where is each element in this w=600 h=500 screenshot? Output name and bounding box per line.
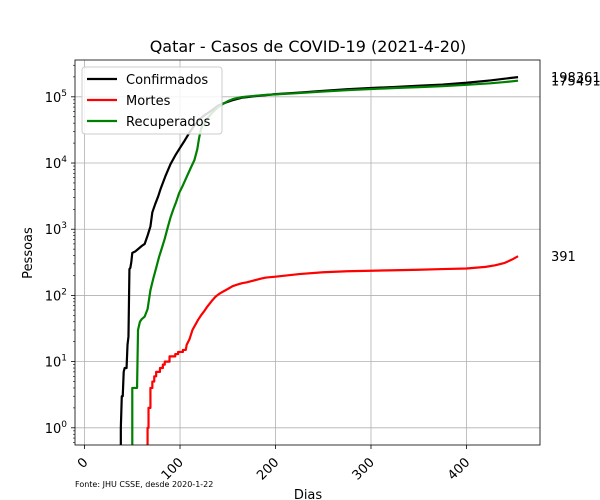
end-label-confirmados: 198361 xyxy=(551,71,600,86)
x-axis-ticks: 0 100 200 300 400 xyxy=(75,445,473,483)
y-axis-label: Pessoas xyxy=(21,227,36,279)
series-line-recuperados xyxy=(131,79,519,445)
end-labels: 198361 391 175491 xyxy=(551,71,600,265)
y-tick-label: 105 xyxy=(45,89,67,106)
x-tick-label: 400 xyxy=(445,455,473,483)
x-tick-label: 200 xyxy=(254,455,282,483)
legend-label-mortes: Mortes xyxy=(126,94,171,109)
plot-frame xyxy=(74,59,541,446)
x-tick-label: 0 xyxy=(75,455,91,471)
y-tick-label: 100 xyxy=(45,420,68,437)
source-note: Fonte: JHU CSSE, desde 2020-1-22 xyxy=(75,480,213,489)
end-label-mortes: 391 xyxy=(551,250,576,265)
end-label-recuperados: 175491 xyxy=(551,75,600,90)
legend: Confirmados Mortes Recuperados xyxy=(81,66,223,135)
y-tick-label: 104 xyxy=(45,155,68,172)
legend-label-confirmados: Confirmados xyxy=(126,73,208,88)
y-tick-label: 102 xyxy=(45,287,67,304)
legend-box xyxy=(81,66,223,135)
series-line-mortes xyxy=(146,255,519,445)
y-axis-ticks: 100 101 102 103 104 105 xyxy=(45,64,75,443)
y-tick-label: 103 xyxy=(45,221,67,238)
x-tick-label: 300 xyxy=(350,455,378,483)
x-axis-label: Dias xyxy=(294,488,323,500)
y-tick-label: 101 xyxy=(45,354,67,371)
chart-title: Qatar - Casos de COVID-19 (2021-4-20) xyxy=(150,37,467,56)
legend-label-recuperados: Recuperados xyxy=(126,115,211,130)
